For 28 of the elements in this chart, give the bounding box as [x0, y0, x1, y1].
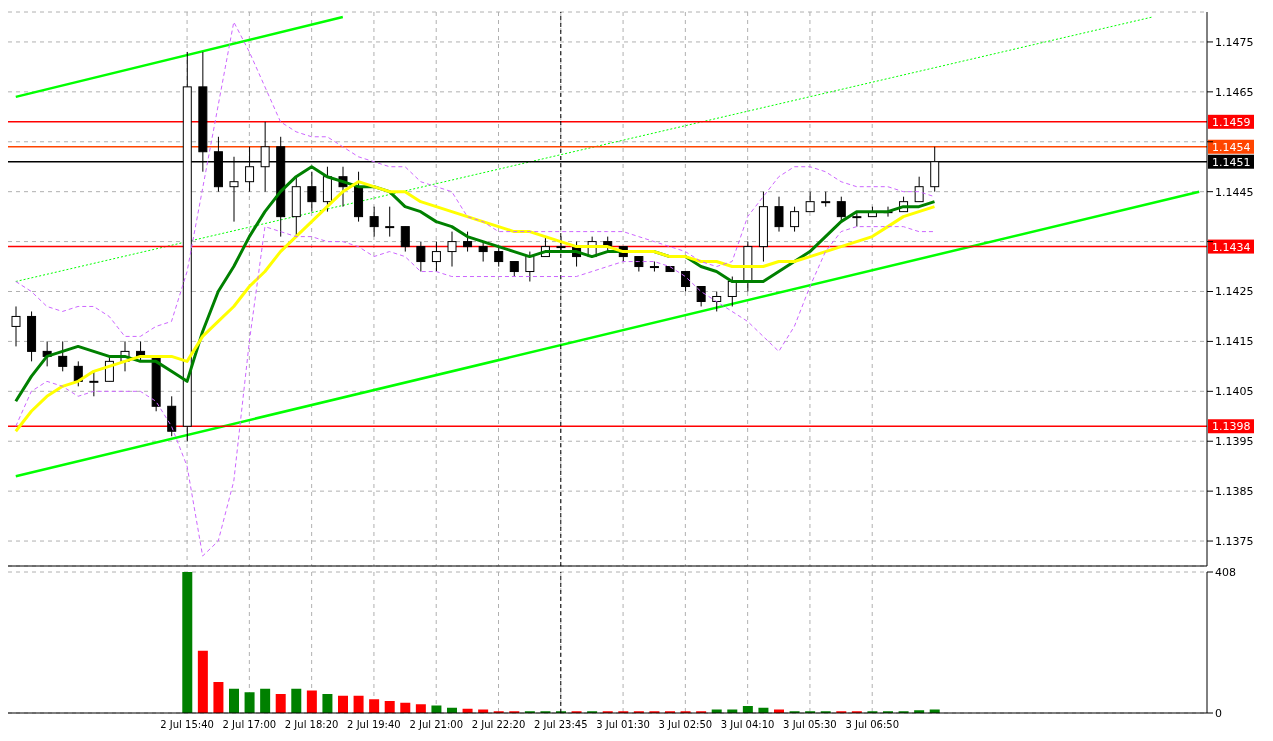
- y-tick-label: 0: [1215, 706, 1222, 720]
- y-tick-label: 408: [1215, 565, 1236, 579]
- y-tick-label: 1.1405: [1215, 385, 1254, 399]
- x-tick-label: 3 Jul 05:30: [783, 719, 837, 731]
- y-tick-label: 1.1385: [1215, 485, 1254, 499]
- x-tick-label: 2 Jul 18:20: [284, 719, 339, 731]
- y-tick-label: 1.1475: [1215, 35, 1254, 49]
- y-tick-label: 1.1415: [1215, 335, 1254, 349]
- x-tick-label: 2 Jul 15:40: [160, 719, 214, 731]
- x-tick-label: 2 Jul 23:45: [533, 719, 588, 731]
- y-tick-label: 1.1425: [1215, 285, 1254, 299]
- x-tick-label: 2 Jul 21:00: [409, 719, 464, 731]
- x-tick-label: 3 Jul 02:50: [658, 719, 713, 731]
- x-tick-label: 2 Jul 19:40: [347, 719, 401, 731]
- ref-line-label: 1.1459: [1212, 115, 1251, 129]
- ref-line-label: 1.1451: [1212, 155, 1251, 169]
- y-tick-label: 1.1375: [1215, 534, 1254, 548]
- y-tick-label: 1.1395: [1215, 435, 1254, 449]
- ref-line-label: 1.1434: [1212, 240, 1251, 254]
- x-tick-label: 2 Jul 22:20: [471, 719, 526, 731]
- ref-line-label: 1.1454: [1212, 140, 1251, 154]
- y-tick-label: 1.1445: [1215, 185, 1254, 199]
- ref-line-label: 1.1398: [1212, 420, 1251, 434]
- x-tick-label: 2 Jul 17:00: [222, 719, 277, 731]
- y-tick-label: 1.1465: [1215, 85, 1254, 99]
- x-tick-label: 3 Jul 01:30: [596, 719, 650, 731]
- x-tick-label: 3 Jul 04:10: [720, 719, 775, 731]
- x-tick-label: 3 Jul 06:50: [845, 719, 900, 731]
